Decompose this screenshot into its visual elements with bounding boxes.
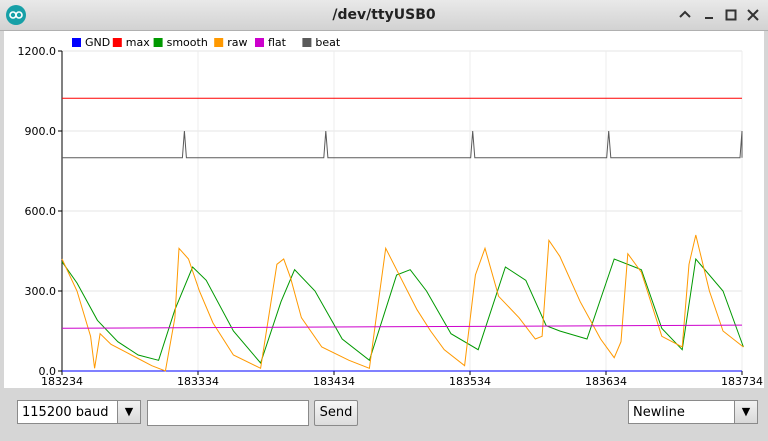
- x-tick-label: 183234: [41, 375, 83, 388]
- serial-input[interactable]: [147, 400, 309, 426]
- legend-swatch-flat: [255, 38, 264, 47]
- legend-swatch-smooth: [153, 38, 163, 47]
- x-tick-label: 183334: [177, 375, 219, 388]
- legend-label-GND: GND: [85, 36, 110, 49]
- series-line-flat: [61, 324, 743, 329]
- y-tick-label: 0.0: [39, 365, 57, 378]
- legend-label-smooth: smooth: [167, 36, 208, 49]
- window-titlebar: /dev/ttyUSB0: [0, 0, 768, 31]
- legend-label-beat: beat: [315, 36, 340, 49]
- control-bar: 115200 baud ▼ Send Newline ▼: [0, 388, 768, 441]
- series-line-raw: [61, 234, 744, 372]
- y-tick-label: 900.0: [25, 125, 57, 138]
- serial-plotter-chart: 0.0 300.0 600.0 900.0 1200.0 183234 183334 1834…: [4, 31, 764, 388]
- legend-swatch-GND: [72, 38, 81, 47]
- x-tick-label: 183434: [313, 375, 355, 388]
- arduino-logo-icon: [6, 5, 26, 25]
- baud-rate-select[interactable]: 115200 baud ▼: [17, 400, 141, 424]
- window-title: /dev/ttyUSB0: [332, 7, 436, 23]
- series-line-smooth: [61, 257, 744, 365]
- line-ending-select[interactable]: Newline ▼: [628, 400, 758, 424]
- legend-swatch-beat: [302, 38, 312, 47]
- legend-swatch-raw: [214, 38, 224, 47]
- legend-swatch-max: [112, 38, 122, 47]
- close-icon[interactable]: [744, 6, 762, 24]
- line-ending-value: Newline: [633, 405, 685, 420]
- legend-label-raw: raw: [227, 36, 247, 49]
- x-tick-label: 183534: [449, 375, 491, 388]
- chevron-down-icon[interactable]: ▼: [117, 401, 140, 423]
- legend-label-max: max: [126, 36, 150, 49]
- maximize-icon[interactable]: [722, 6, 740, 24]
- series-line-beat: [62, 130, 743, 159]
- restore-icon[interactable]: [700, 6, 718, 24]
- baud-rate-value: 115200 baud: [22, 405, 109, 420]
- y-tick-label: 600.0: [25, 205, 57, 218]
- x-tick-label: 183634: [585, 375, 627, 388]
- legend-label-flat: flat: [268, 36, 287, 49]
- y-tick-label: 300.0: [25, 285, 57, 298]
- y-tick-label: 1200.0: [18, 45, 57, 58]
- chevron-down-icon[interactable]: ▼: [734, 401, 757, 423]
- x-tick-label: 183734: [721, 375, 763, 388]
- minimize-icon[interactable]: [676, 6, 694, 24]
- send-button[interactable]: Send: [314, 400, 358, 426]
